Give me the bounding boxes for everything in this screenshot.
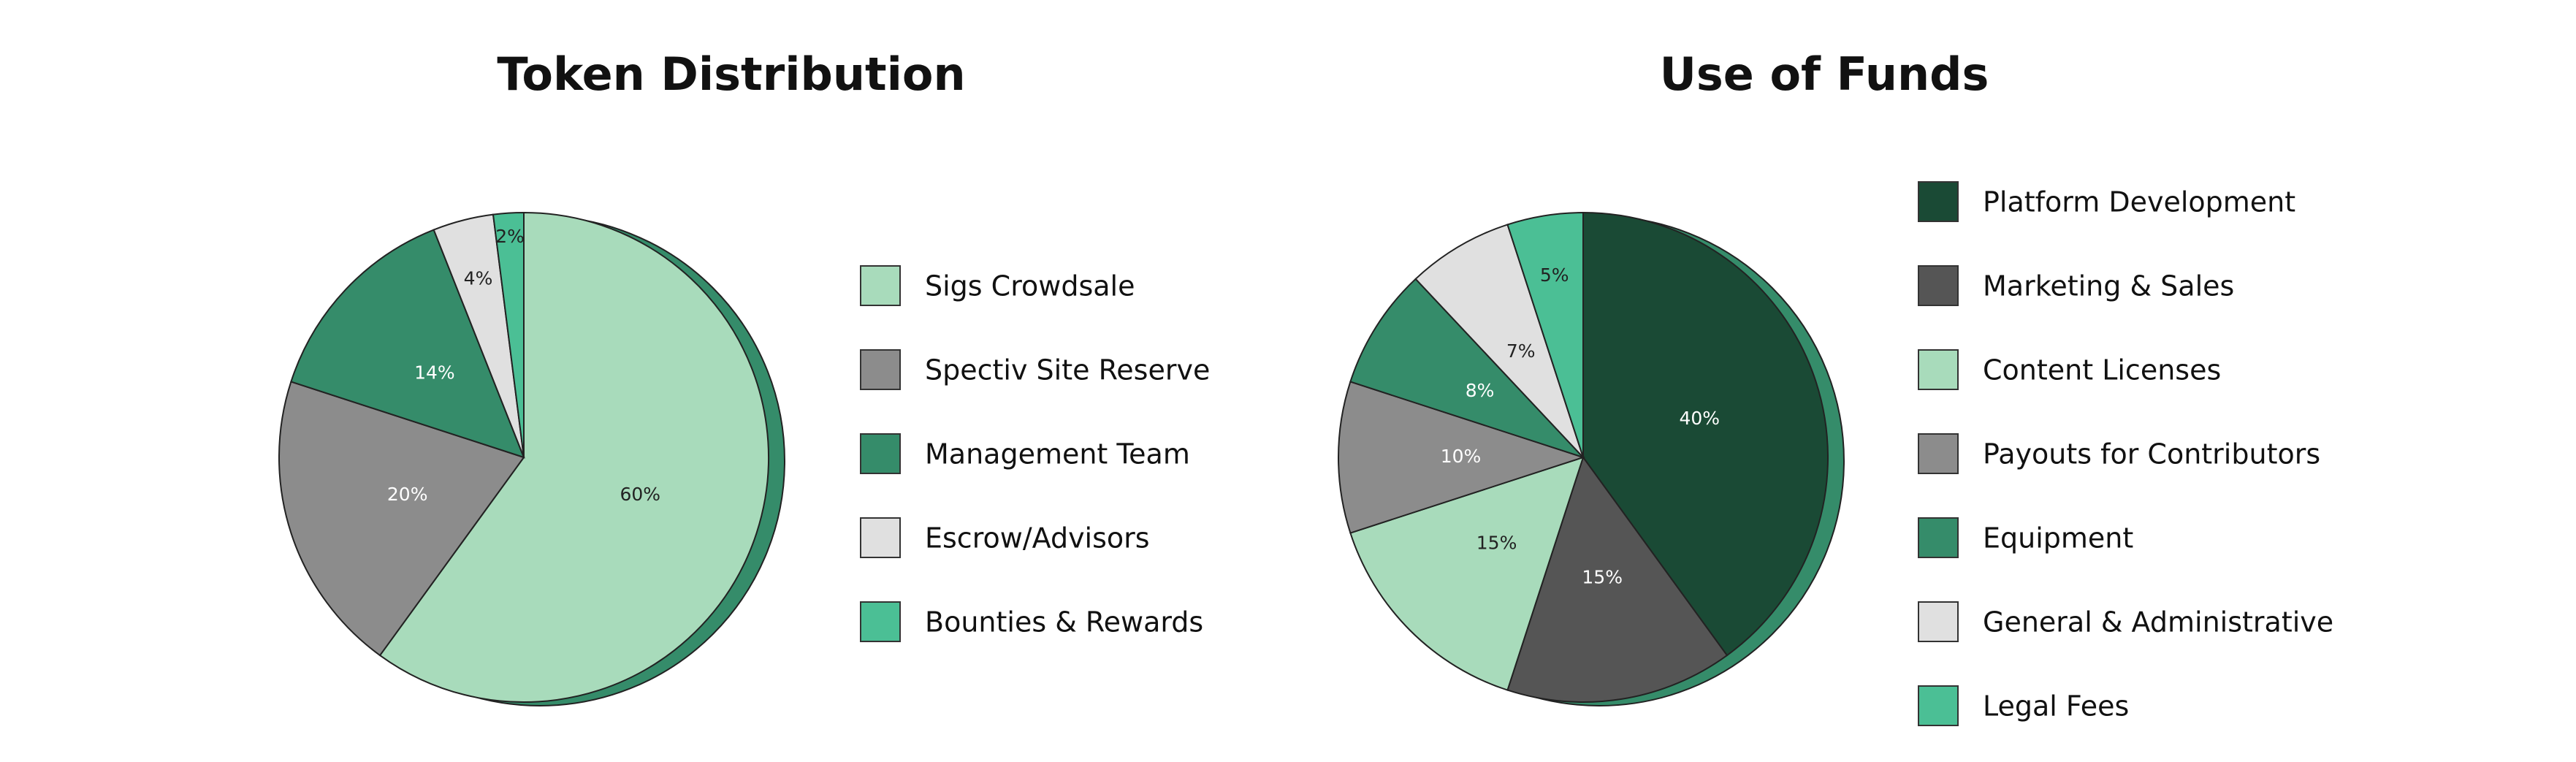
pie-slice bbox=[278, 381, 525, 657]
slice-label: 5% bbox=[1540, 264, 1569, 286]
pie-slice bbox=[1414, 224, 1584, 458]
pie-slice bbox=[1506, 211, 1584, 458]
legend-swatch bbox=[860, 349, 901, 390]
slice-label: 8% bbox=[1466, 380, 1495, 401]
legend-swatch bbox=[1918, 601, 1959, 642]
legend-label: Payouts for Contributors bbox=[1983, 438, 2320, 470]
slice-label: 7% bbox=[1506, 340, 1536, 362]
legend-label: Legal Fees bbox=[1983, 690, 2129, 723]
slice-label: 15% bbox=[1476, 532, 1517, 553]
slice-label: 10% bbox=[1441, 446, 1482, 467]
slice-label: 14% bbox=[414, 362, 455, 383]
legend-label: Spectiv Site Reserve bbox=[925, 354, 1210, 386]
pie-slice bbox=[492, 211, 525, 458]
pie-slice bbox=[1349, 456, 1585, 691]
pie-slice bbox=[290, 229, 525, 459]
pie-slice bbox=[1582, 211, 1829, 657]
legend-swatch bbox=[860, 601, 901, 642]
slice-label: 60% bbox=[620, 484, 661, 505]
chart-title: Use of Funds bbox=[1660, 47, 1989, 101]
slice-label: 4% bbox=[464, 268, 493, 289]
legend-label: Equipment bbox=[1983, 522, 2133, 555]
pie-slice bbox=[378, 211, 769, 703]
legend-label: Sigs Crowdsale bbox=[925, 270, 1135, 302]
slice-label: 2% bbox=[495, 226, 525, 247]
legend-swatch bbox=[1918, 685, 1959, 726]
chart-title: Token Distribution bbox=[497, 47, 965, 101]
legend-swatch bbox=[860, 265, 901, 306]
legend-label: Marketing & Sales bbox=[1983, 270, 2234, 302]
legend-swatch bbox=[860, 433, 901, 474]
legend-label: Management Team bbox=[925, 438, 1190, 470]
slice-label: 40% bbox=[1680, 408, 1720, 429]
pie-slice bbox=[1349, 278, 1584, 458]
slice-label: 15% bbox=[1582, 566, 1623, 587]
pie-slice bbox=[1338, 381, 1586, 534]
legend-label: Platform Development bbox=[1983, 186, 2295, 218]
legend-label: General & Administrative bbox=[1983, 606, 2333, 639]
legend-label: Escrow/Advisors bbox=[925, 522, 1150, 555]
legend-swatch bbox=[860, 517, 901, 558]
legend-swatch bbox=[1918, 181, 1959, 222]
pie-slice bbox=[1506, 455, 1729, 704]
legend-swatch bbox=[1918, 349, 1959, 390]
legend-label: Bounties & Rewards bbox=[925, 606, 1203, 639]
legend-label: Content Licenses bbox=[1983, 354, 2221, 386]
legend-swatch bbox=[1918, 433, 1959, 474]
legend-swatch bbox=[1918, 265, 1959, 306]
slice-label: 20% bbox=[387, 484, 428, 505]
legend-swatch bbox=[1918, 517, 1959, 558]
